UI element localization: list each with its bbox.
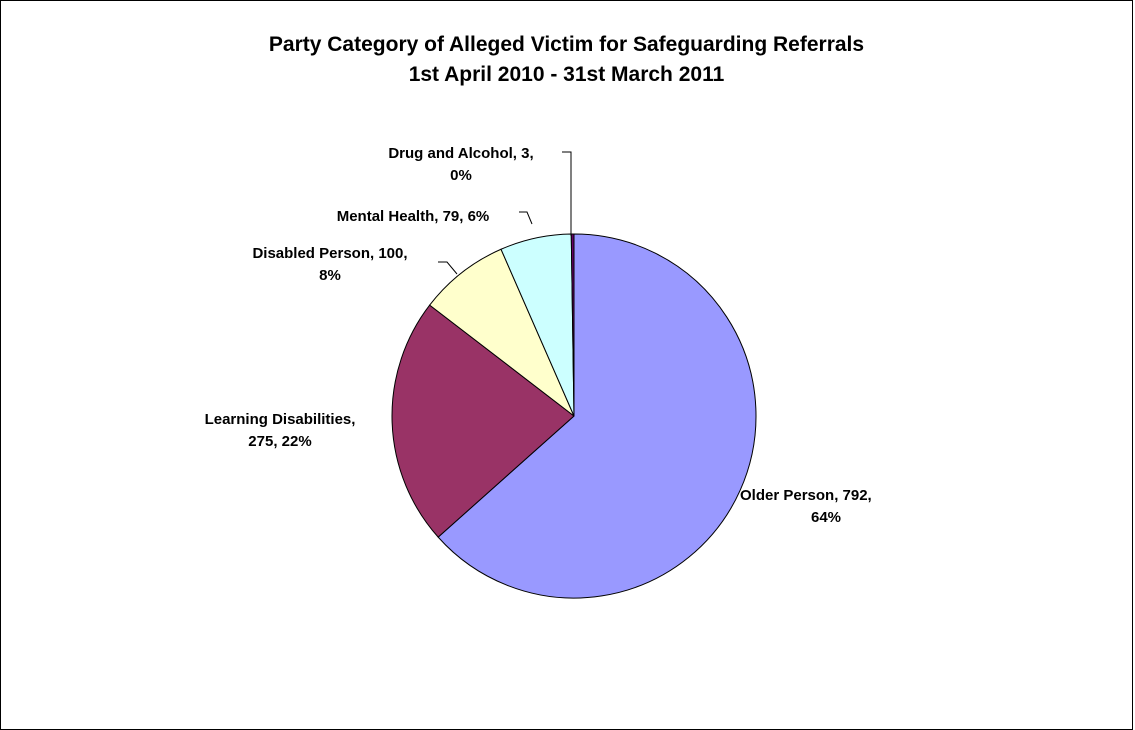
leader-line-mental-health [519,211,533,225]
data-label-mental-health: Mental Health, 79, 6% [337,208,490,225]
pie-slice-older-person [437,233,757,599]
data-label-line: Learning Disabilities, [205,411,356,428]
pie-slice-learning-disabilities [391,304,575,538]
pie-slice-disabled-person [429,248,575,417]
leader-line-disabled-person [438,261,458,275]
chart-subtitle: 1st April 2010 - 31st March 2011 [408,63,725,86]
data-label-disabled-person: Disabled Person, 100, 8% [252,245,407,284]
data-label-line: 64% [811,509,841,526]
data-label-older-person: Older Person, 792, 64% [740,487,872,526]
data-label-drug-and-alcohol: Drug and Alcohol, 3, 0% [388,145,533,184]
data-label-line: 275, 22% [248,433,311,450]
data-label-line: 0% [450,167,472,184]
data-label-line: Mental Health, 79, 6% [337,208,490,225]
leader-line-drug-and-alcohol [562,151,572,236]
data-label-line: Disabled Person, 100, [252,245,407,262]
data-label-learning-disabilities: Learning Disabilities, 275, 22% [205,411,356,450]
data-label-line: 8% [319,267,341,284]
leader-lines [438,151,572,275]
data-labels: Older Person, 792, 64% Learning Disabiliti… [205,145,872,526]
data-label-line: Older Person, 792, [740,487,872,504]
pie-slices [391,233,757,599]
chart-title: Party Category of Alleged Victim for Saf… [268,33,865,56]
data-label-line: Drug and Alcohol, 3, [388,145,533,162]
